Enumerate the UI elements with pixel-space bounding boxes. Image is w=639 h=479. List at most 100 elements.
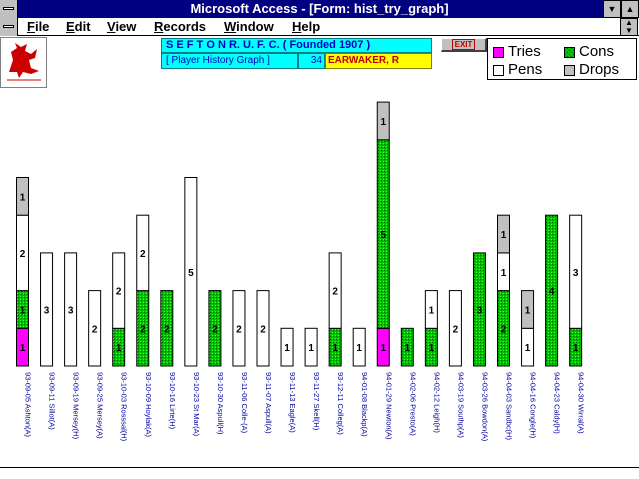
data-label-pens-21: 1 [525,343,531,354]
form-subtitle: [ Player History Graph ] [161,53,298,69]
player-number-field[interactable]: 34 [298,53,325,69]
x-tick-label-19: 94-03-26 Bowdon(A) [480,372,489,442]
data-label-drops-15: 1 [380,117,386,128]
bar-segment-pens-2 [64,252,78,367]
player-name-field[interactable]: EARWAKER, R [325,53,432,69]
data-label-pens-18: 2 [453,324,459,335]
data-label-pens-7: 5 [188,268,194,279]
club-banner: S E F T O N R. U. F. C. ( Founded 1907 ) [161,38,432,53]
data-label-pens-17: 1 [429,305,435,316]
data-label-cons-20: 2 [501,324,507,335]
data-label-cons-23: 1 [573,343,579,354]
bar-segment-cons-8 [208,290,222,367]
menu-window[interactable]: Window [224,19,274,34]
legend-swatch-pens [493,65,504,76]
chart-legend: Tries Cons Pens Drops [487,38,637,80]
bar-segment-pens-10 [256,290,270,367]
data-label-pens-13: 2 [332,287,338,298]
legend-swatch-drops [564,65,575,76]
data-label-cons-5: 2 [140,324,146,335]
data-label-drops-21: 1 [525,305,531,316]
window-title: Microsoft Access - [Form: hist_try_graph… [190,1,449,16]
legend-swatch-tries [493,47,504,58]
bar-segment-pens-23 [569,214,583,329]
x-tick-label-3: 93-09-25 Mersey(A) [96,372,105,439]
bar-segment-pens-9 [232,290,246,367]
exit-button[interactable]: EXIT [441,38,487,52]
status-divider [0,467,639,468]
bar-segment-cons-22 [545,214,559,367]
bar-segment-pens-13 [328,252,342,329]
data-label-pens-0: 2 [20,249,26,260]
data-label-cons-22: 4 [549,287,555,298]
data-label-drops-20: 1 [501,230,507,241]
x-tick-label-2: 93-09-19 Mersey(H) [72,372,81,440]
bar-segment-pens-5 [136,214,150,292]
x-tick-label-5: 93-10-09 Hoylak(A) [144,372,153,438]
document-system-menu-button[interactable] [0,18,18,36]
bar-segment-drops-15 [376,101,390,141]
red-dragon-icon [7,43,41,81]
x-tick-label-16: 94-02-06 Presto(A) [408,372,417,436]
menu-edit[interactable]: Edit [66,19,91,34]
data-label-pens-4: 2 [116,287,122,298]
restore-icon[interactable]: ▲ ▼ [620,18,638,36]
data-label-cons-15: 5 [380,230,386,241]
data-label-pens-20: 1 [501,268,507,279]
data-label-pens-11: 1 [284,343,290,354]
x-tick-label-7: 93-10-23 St Mar(A) [192,372,201,437]
bar-segment-pens-4 [112,252,126,329]
x-tick-label-6: 93-10-16 Lirte(H) [168,372,177,430]
bar-segment-pens-17 [424,290,438,329]
x-tick-label-8: 93-10-30 Aspull(H) [216,372,225,435]
x-tick-label-23: 94-04-30 Wirral(A) [577,372,586,434]
x-tick-label-15: 94-01-29 Newton(A) [384,372,393,440]
x-tick-label-13: 93-12-11 Colleg(A) [336,372,345,435]
data-label-drops-0: 1 [20,192,26,203]
x-tick-label-0: 93-09-05 Ashton(A) [24,372,33,438]
data-label-pens-9: 2 [236,324,242,335]
data-label-cons-19: 3 [477,305,483,316]
x-tick-label-17: 94-02-12 Leigh(H) [432,372,441,433]
exit-label: EXIT [451,39,476,50]
data-label-tries-0: 1 [20,343,26,354]
data-label-cons-0: 1 [20,305,26,316]
bar-segment-cons-19 [472,252,486,367]
bar-segment-pens-14 [352,327,366,367]
x-tick-label-10: 93-11-07 Aspull(A) [264,372,273,434]
minimize-button[interactable]: ▼ [603,0,621,18]
menu-help[interactable]: Help [292,19,321,34]
data-label-tries-15: 1 [380,343,386,354]
data-label-cons-8: 2 [212,324,218,335]
bar-segment-cons-6 [160,290,174,367]
x-tick-label-21: 94-04-16 Congle(H) [529,372,538,439]
data-label-pens-2: 3 [68,305,74,316]
app-system-menu-button[interactable] [0,0,18,18]
data-label-cons-6: 2 [164,324,170,335]
x-tick-label-12: 93-11-27 Skell(H) [312,372,321,431]
x-tick-label-4: 93-10-03 Rosssal(H) [120,372,129,442]
bar-segment-drops-0 [16,177,29,216]
data-label-pens-5: 2 [140,249,146,260]
x-tick-label-18: 94-03-19 Southp(A) [456,372,465,438]
data-label-pens-1: 3 [44,305,50,316]
data-label-cons-17: 1 [429,343,435,354]
legend-label-cons: Cons [579,43,615,60]
menu-file[interactable]: File [27,19,50,34]
bar-segment-drops-20 [497,214,510,254]
data-label-pens-12: 1 [308,343,314,354]
legend-label-tries: Tries [508,43,541,60]
x-tick-label-20: 94-04-03 Sandbc(H) [505,372,514,440]
x-tick-label-1: 93-09-11 Sillot(A) [48,372,57,430]
menu-records[interactable]: Records [154,19,207,34]
club-logo [0,37,47,88]
data-label-cons-16: 1 [405,343,411,354]
bar-segment-pens-7 [184,177,198,367]
x-tick-label-22: 94-04-23 Caldy(H) [553,372,562,434]
legend-swatch-cons [564,47,575,58]
bar-segment-pens-18 [448,290,462,367]
menu-bar: File Edit View Records Window Help [0,18,639,36]
data-label-pens-23: 3 [573,268,579,279]
menu-view[interactable]: View [107,19,137,34]
